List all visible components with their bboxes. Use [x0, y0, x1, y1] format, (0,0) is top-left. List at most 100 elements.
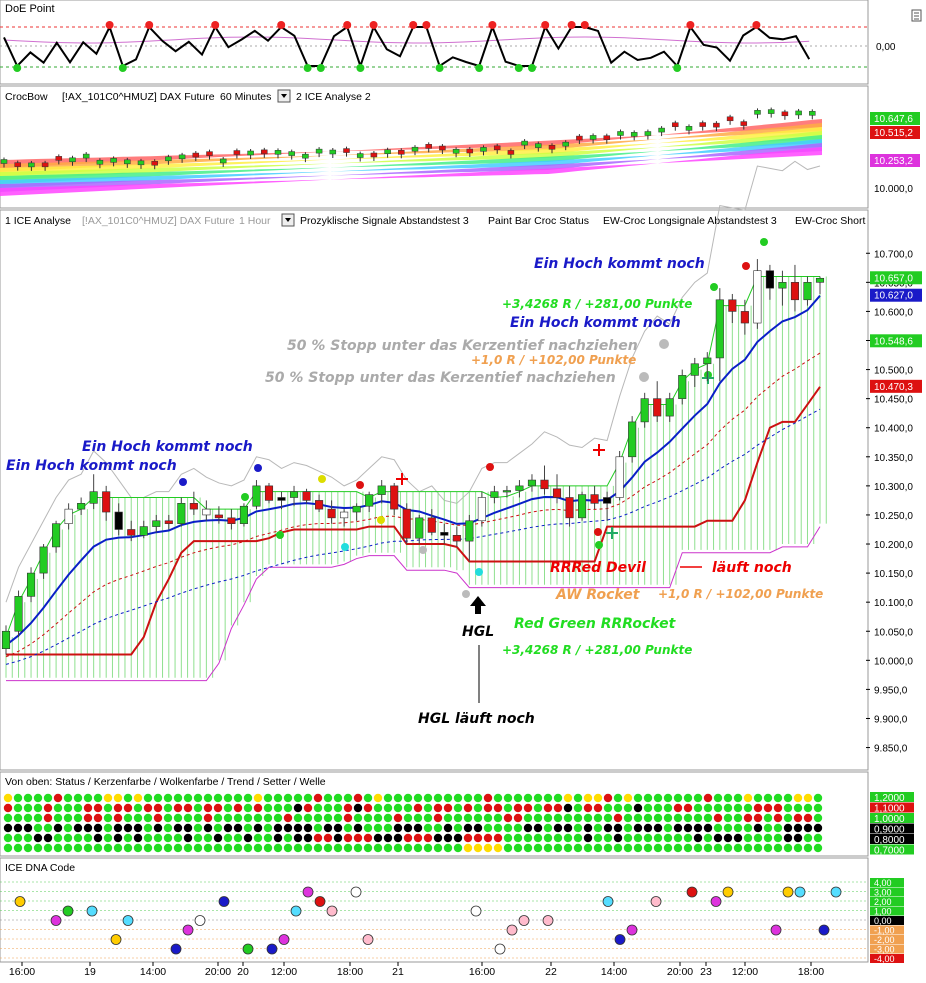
status-dot — [273, 793, 283, 803]
status-dot — [383, 823, 393, 833]
status-dot — [573, 823, 583, 833]
status-dot — [793, 823, 803, 833]
crocbow-timeframe-dropdown[interactable] — [277, 89, 291, 103]
croc-body — [206, 151, 213, 156]
status-dot — [363, 833, 373, 843]
status-badge-bg — [870, 844, 914, 855]
status-dot — [543, 793, 553, 803]
status-dot — [413, 833, 423, 843]
dna-badge-text: 4,00 — [874, 878, 892, 888]
croc-candle — [452, 147, 460, 158]
candle — [740, 299, 749, 335]
candle-body — [252, 485, 261, 507]
red-step-line — [6, 386, 821, 656]
status-dot — [263, 803, 273, 813]
doe-settings-icon[interactable] — [911, 9, 922, 22]
status-dot — [83, 843, 93, 853]
dna-dot — [506, 924, 518, 936]
status-dot — [333, 843, 343, 853]
status-dot — [813, 803, 823, 813]
croc-candle — [699, 120, 706, 131]
status-dot — [683, 833, 693, 843]
status-dot — [683, 813, 693, 823]
dna-dot — [290, 905, 302, 917]
croc-candle — [384, 147, 391, 158]
croc-body — [178, 154, 186, 160]
candle-body — [527, 479, 537, 487]
croc-body — [466, 148, 474, 154]
dna-dot — [350, 886, 362, 898]
main-timeframe-dropdown[interactable] — [281, 213, 295, 227]
status-dot — [33, 793, 43, 803]
candle — [565, 485, 574, 527]
status-dot — [203, 833, 213, 843]
status-dot — [403, 843, 413, 853]
croc-candle — [356, 151, 364, 162]
status-dot — [453, 793, 463, 803]
status-dot — [323, 843, 333, 853]
status-dot — [503, 823, 513, 833]
status-dot — [643, 793, 653, 803]
status-badge: 1,2000 — [870, 792, 914, 804]
status-dot — [413, 803, 423, 813]
status-dot — [173, 823, 183, 833]
status-dot — [153, 793, 163, 803]
status-dot — [93, 843, 103, 853]
status-dot — [113, 823, 123, 833]
candle — [653, 381, 662, 422]
dna-dot — [242, 943, 254, 955]
status-dot — [23, 803, 33, 813]
annotation-gain-3: +1,0 R / +102,00 Punkte — [658, 587, 823, 601]
status-dot — [393, 803, 403, 813]
status-dot — [553, 823, 563, 833]
status-dot — [443, 803, 453, 813]
croc-body — [521, 140, 528, 146]
candle — [152, 514, 161, 533]
status-plot-frame — [0, 771, 869, 857]
main-study-3: EW-Croc Longsignale Abstandstest 3 — [603, 215, 777, 227]
status-dot — [813, 843, 823, 853]
badge-bg — [870, 379, 922, 393]
status-dot — [193, 813, 203, 823]
status-dot — [403, 803, 413, 813]
status-dot — [493, 813, 503, 823]
status-dot — [273, 833, 283, 843]
croc-candle — [507, 148, 515, 159]
status-dot — [483, 843, 493, 853]
croc-body — [644, 131, 652, 136]
croc-body — [630, 132, 638, 137]
status-dot — [273, 813, 283, 823]
dna-level-lines — [0, 881, 868, 959]
status-dot — [73, 833, 83, 843]
status-dot — [713, 803, 723, 813]
croc-body — [617, 131, 624, 136]
status-dot — [13, 793, 23, 803]
status-dot — [273, 843, 283, 853]
candle-body — [77, 503, 86, 510]
dna-dot — [110, 934, 122, 945]
candle-body — [603, 497, 612, 504]
status-dot — [763, 813, 773, 823]
status-dot — [753, 803, 763, 813]
stopp-marker-2 — [639, 372, 649, 382]
croc-body — [658, 127, 665, 133]
candle-body — [728, 299, 737, 312]
status-dot — [143, 823, 153, 833]
status-dot — [543, 813, 553, 823]
candle-body — [765, 270, 774, 289]
dna-dot — [362, 934, 374, 945]
candle — [790, 264, 800, 312]
status-dot — [473, 793, 483, 803]
status-dot — [373, 813, 383, 823]
croc-body — [329, 149, 337, 155]
candle — [427, 509, 436, 536]
hgl-arrow-icon — [470, 596, 486, 614]
status-dot — [73, 793, 83, 803]
status-dot — [173, 803, 183, 813]
croc-body — [411, 146, 419, 152]
status-dot — [243, 833, 253, 843]
dna-badge: -1,00 — [870, 925, 904, 936]
croc-body — [795, 110, 802, 116]
status-dot — [243, 823, 253, 833]
candle-body — [490, 491, 499, 498]
